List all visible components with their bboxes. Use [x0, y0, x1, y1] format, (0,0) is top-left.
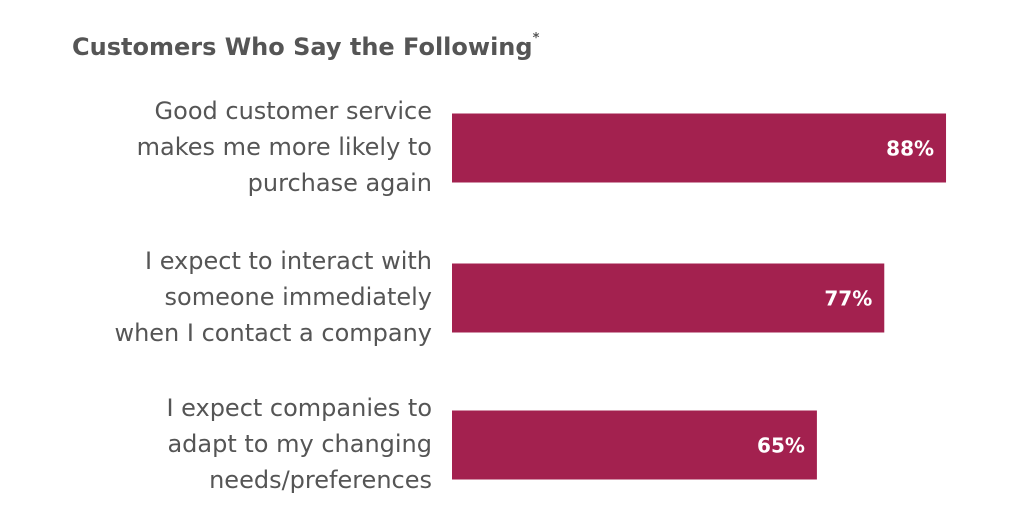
- category-label: needs/preferences: [209, 466, 432, 494]
- value-label: 77%: [824, 287, 872, 311]
- category-label: purchase again: [248, 169, 432, 197]
- category-label: adapt to my changing: [167, 430, 432, 458]
- bar: [452, 113, 947, 183]
- chart-title: Customers Who Say the Following*: [72, 31, 540, 62]
- category-label: makes me more likely to: [137, 133, 432, 161]
- category-label: I expect to interact with: [145, 247, 432, 275]
- category-label: when I contact a company: [114, 319, 432, 347]
- bar: [452, 410, 817, 480]
- value-label: 88%: [886, 137, 934, 161]
- category-label: someone immediately: [165, 283, 432, 311]
- bar: [452, 263, 885, 333]
- title-text: Customers Who Say the Following: [72, 33, 533, 61]
- title-mark: *: [533, 31, 540, 46]
- value-label: 65%: [757, 434, 805, 458]
- category-label: Good customer service: [155, 97, 432, 125]
- category-label: I expect companies to: [166, 394, 432, 422]
